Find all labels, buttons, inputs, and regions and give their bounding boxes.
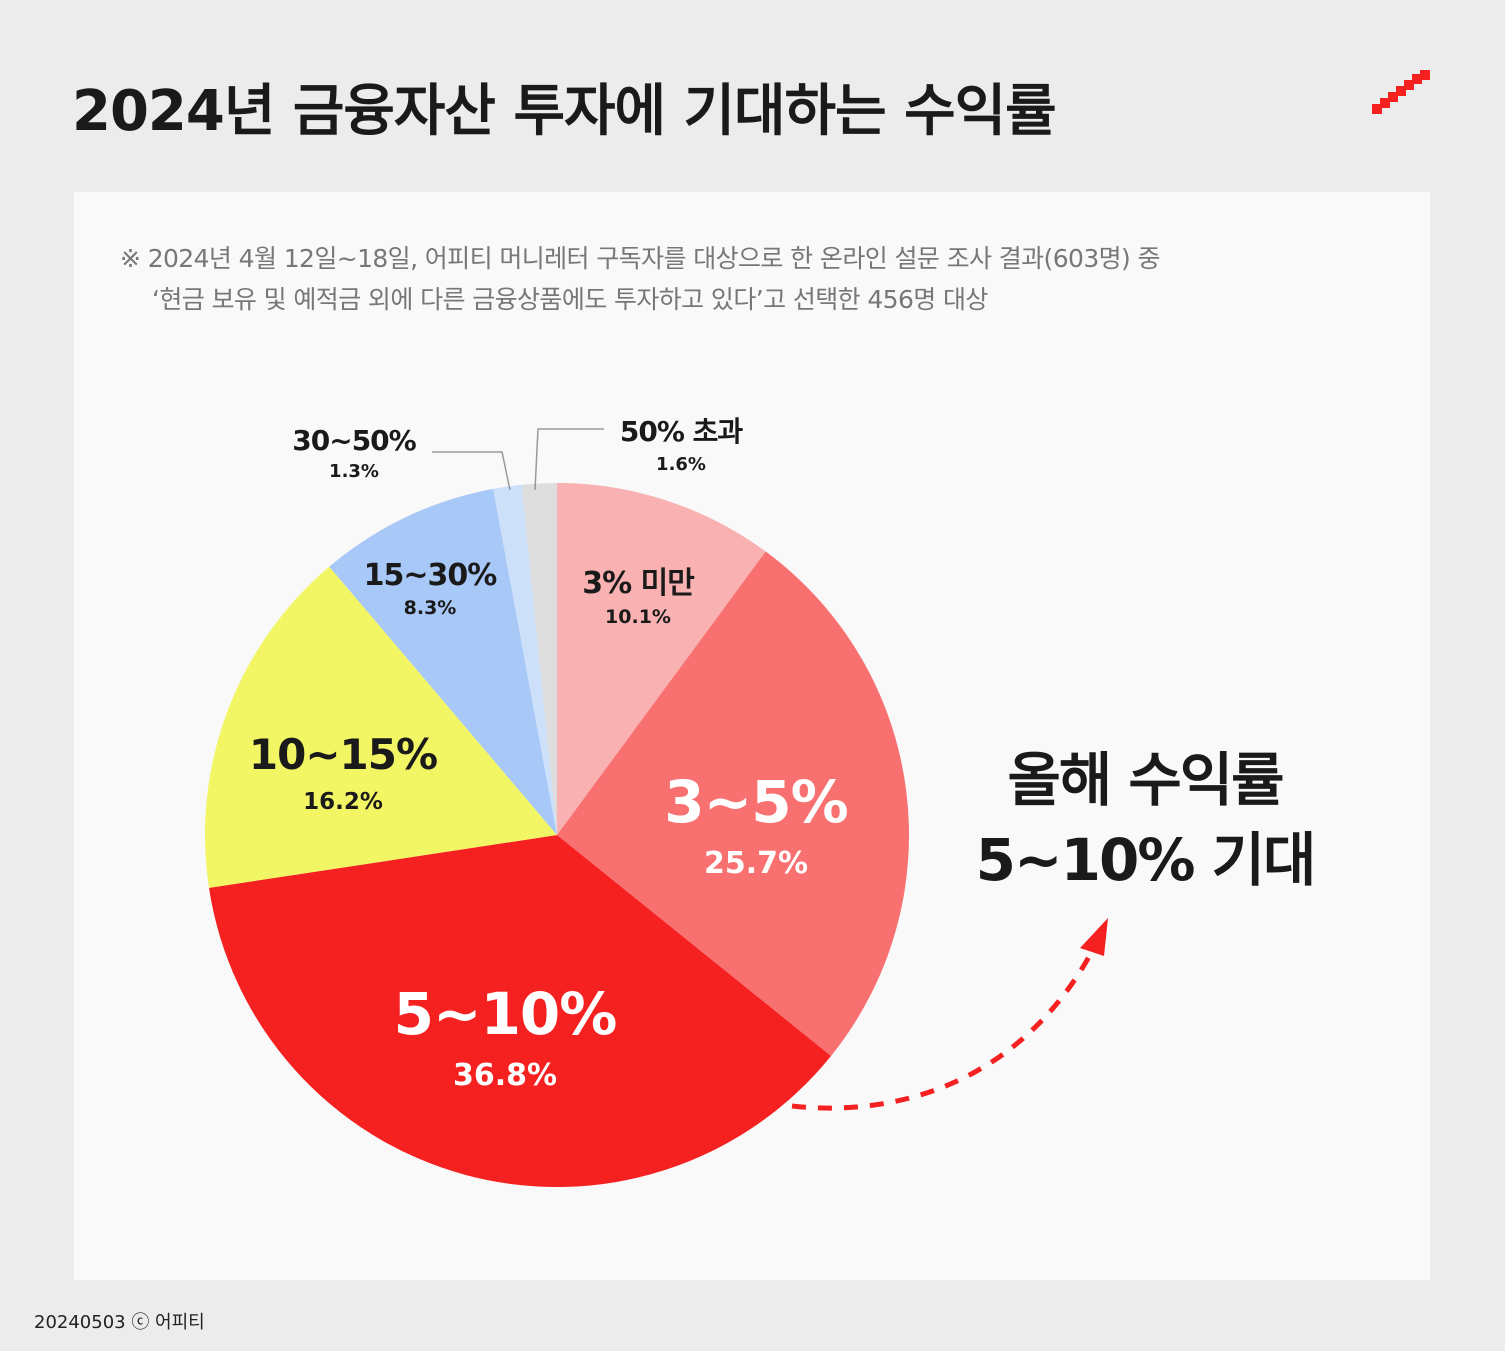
survey-note-line2: ‘현금 보유 및 예적금 외에 다른 금융상품에도 투자하고 있다’고 선택한 … [152, 285, 988, 314]
slice-category-label: 50% 초과 [619, 415, 743, 448]
slice-label: 50% 초과 1.6% [619, 410, 743, 475]
slice-value-label: 16.2% [303, 789, 383, 815]
slice-label: 30~50% 1.3% [292, 424, 416, 482]
pie-slice [493, 484, 557, 835]
callout-line2: 5~10% 기대 [975, 826, 1317, 894]
slice-value-label: 1.6% [656, 454, 706, 475]
slice-label: 3~5% 25.7% [664, 768, 848, 881]
pie-slice [329, 488, 557, 835]
slice-category-label: 15~30% [363, 558, 498, 593]
pie-slice [208, 835, 832, 1187]
slice-value-label: 36.8% [452, 1058, 558, 1093]
slice-label: 10~15% 16.2% [248, 730, 438, 815]
survey-note-line1: ※ 2024년 4월 12일~18일, 어피티 머니레터 구독자를 대상으로 한… [120, 244, 1161, 273]
slice-category-label: 3~5% [664, 768, 848, 836]
slice-category-label: 10~15% [248, 730, 438, 779]
callout-arrow-path [791, 953, 1093, 1111]
leader-line-30-50 [432, 451, 511, 491]
slice-category-label: 3% 미만 [582, 566, 695, 601]
callout-arrow-head-icon [1080, 918, 1108, 956]
slice-label: 5~10% 36.8% [393, 980, 618, 1093]
brand-logo-icon [1372, 70, 1430, 114]
slice-value-label: 25.7% [703, 846, 809, 881]
slice-label: 3% 미만 10.1% [582, 558, 695, 628]
slice-value-label: 10.1% [605, 606, 671, 628]
callout-line1: 올해 수익률 [1007, 746, 1284, 814]
slice-category-label: 30~50% [292, 424, 416, 457]
page-title: 2024년 금융자산 투자에 기대하는 수익률 [72, 79, 1057, 144]
callout-text: 올해 수익률 5~10% 기대 [975, 740, 1317, 900]
slice-category-label: 5~10% [393, 980, 618, 1048]
leader-line-50-over [534, 428, 604, 491]
slice-label: 15~30% 8.3% [363, 558, 498, 619]
footer-credit: 20240503 ⓒ 어피티 [34, 1312, 205, 1333]
pie-slice [205, 566, 557, 888]
pie-slice [557, 483, 766, 835]
slice-value-label: 1.3% [329, 461, 379, 482]
pie-slice [521, 483, 557, 835]
pie-slice [557, 551, 909, 1056]
slice-value-label: 8.3% [403, 597, 457, 619]
